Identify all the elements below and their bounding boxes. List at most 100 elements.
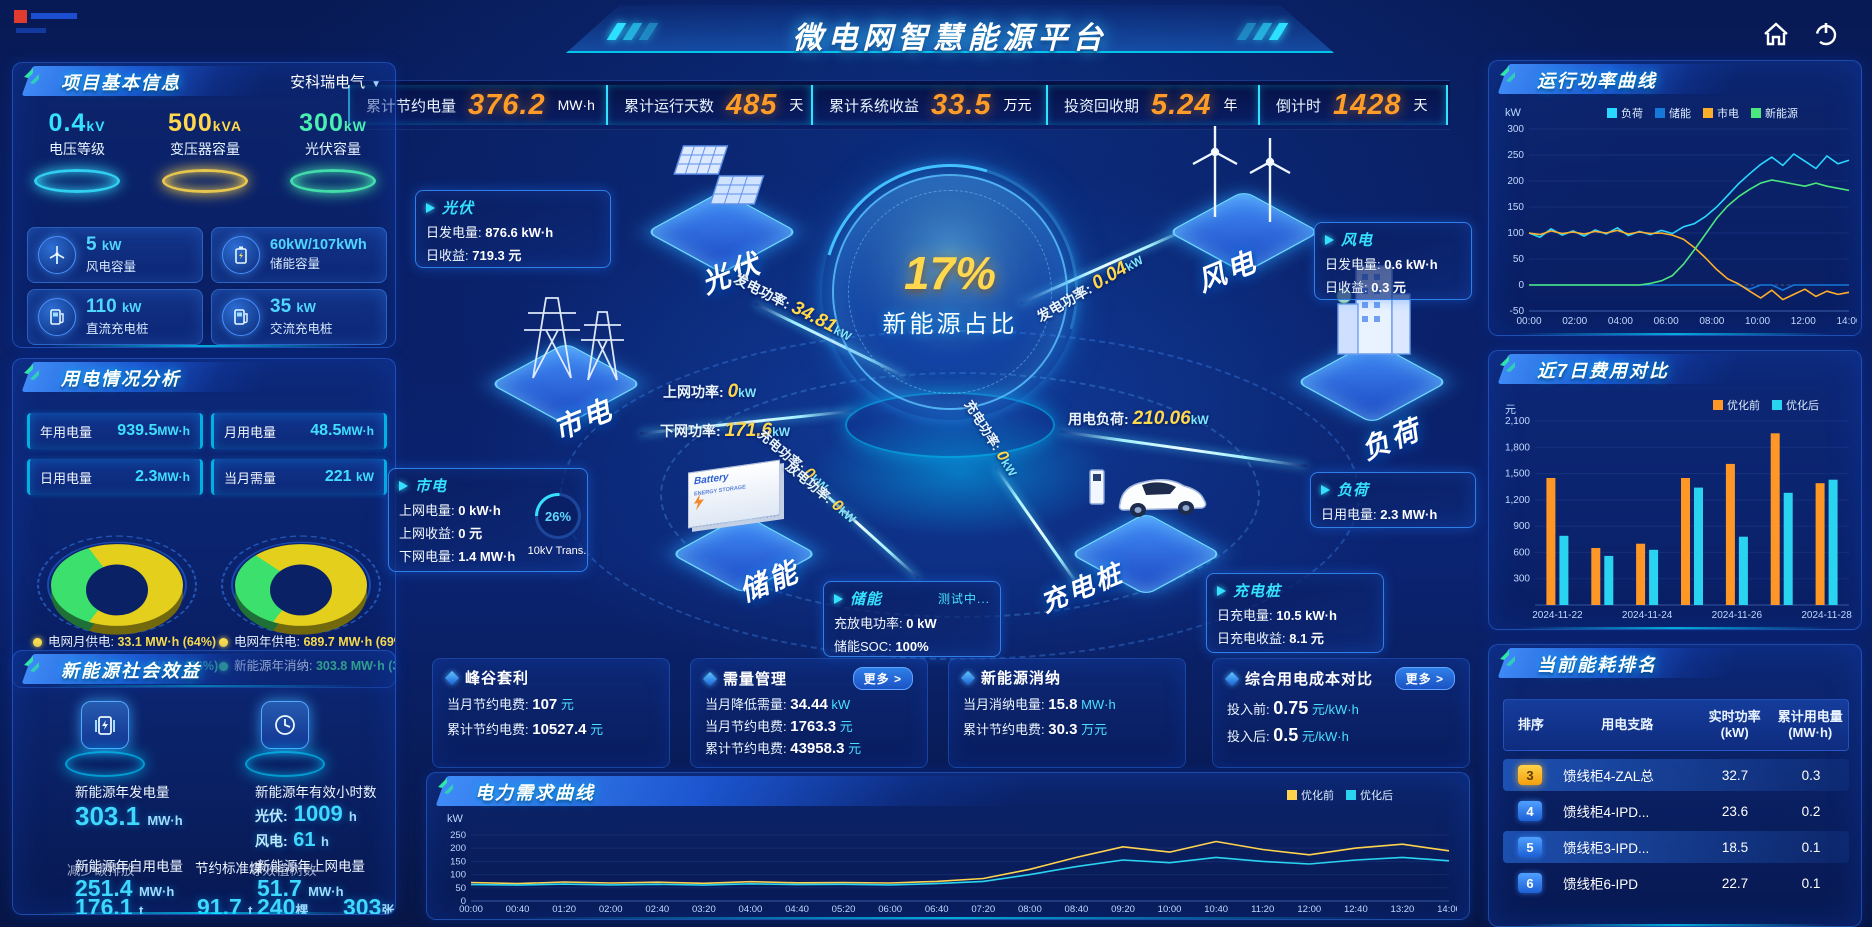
label: 投入后: [1227,729,1270,744]
svg-text:2024-11-24: 2024-11-24 [1622,610,1673,621]
kpi-run-days: 累计运行天数 485 天 [606,85,811,125]
svg-text:04:00: 04:00 [1608,316,1633,327]
benefit-grid-value: 51.7 MW·h [257,875,344,902]
summary-row: 累计节约电费: 10527.4 元 [447,719,655,738]
row-power: 32.7 [1721,767,1749,783]
table-header: 排序 用电支路 实时功率 (kW) 累计用电量 (MW·h) [1503,699,1849,751]
summary-title-row: 综合用电成本对比 更多 > [1224,667,1455,690]
stat-storage-capacity: 60kW/107kWh 储能容量 [211,227,387,283]
flow-load-power: 用电负荷: 210.06kW [1068,408,1209,430]
panel-title: 用电情况分析 [61,369,181,389]
diamond-icon [960,670,976,685]
row-energy: 0.1 [1801,839,1821,855]
legend-label: 新能源 [1765,108,1798,120]
flow-grid-import: 下网功率: 171.6kW [660,420,790,442]
svg-text:-50: -50 [1510,306,1525,317]
page-title: 微电网智慧能源平台 [792,22,1108,55]
usage-value: 939.5 [117,422,158,439]
donut-hole [86,564,148,616]
value: 0.3 元 [1371,280,1406,295]
summary-title-row: 需量管理 更多 > [702,667,913,690]
more-button[interactable]: 更多 > [1394,667,1455,690]
legend-value: 689.7 MW·h (69%) [303,635,395,649]
kpi-value: 5.24 [1151,88,1212,121]
unit: t [138,903,144,915]
power-button[interactable] [1806,16,1846,52]
stat-unit: kW [296,300,316,316]
stat-label: 直流充电桩 [86,321,149,336]
unit: 元 [560,697,574,712]
svg-text:14:00: 14:00 [1836,316,1857,327]
home-button[interactable] [1756,16,1796,52]
rank-badge: 6 [1518,873,1542,893]
table-row[interactable]: 5 馈线柜3-IPD... 18.5 0.1 [1503,831,1849,863]
stat-label: 储能容量 [270,257,321,272]
value: 251.4 [75,875,133,901]
panel-corner-icon [24,68,39,84]
label: 累计节约电费: [963,722,1045,737]
cost-compare-chart: 2,100 1,800 1,500 1,200 900 600 300 2024-11-22 2… [1505,416,1852,621]
company-name: 安科瑞电气 [290,74,366,91]
donut-month-chart [37,535,197,635]
status-badge: 测试中... [937,592,990,606]
usage-value: 2.3 [135,468,158,485]
label: 风电: [255,833,288,849]
table-row[interactable]: 4 馈线柜4-IPD... 23.6 0.2 [1503,795,1849,827]
legend-swatch [1713,400,1723,410]
rank-badge: 5 [1518,837,1542,857]
label: 上网电量: [399,503,455,518]
corner-deco [14,10,104,40]
svg-text:06:40: 06:40 [925,904,949,915]
value: 15.8 [1048,696,1078,713]
benefit-co2-label: 减少碳排放 [67,863,135,878]
title-banner [566,5,1334,53]
more-button[interactable]: 更多 > [852,667,913,690]
panel-header: 当前能耗排名 [1489,645,1861,681]
table-row[interactable]: 3 馈线柜4-ZAL总 32.7 0.3 [1503,759,1849,791]
value: 34.44 [790,696,828,713]
card-grid: 市电 上网电量: 0 kW·h 上网收益: 0 元 下网电量: 1.4 MW·h… [388,468,588,572]
panel-title: 运行功率曲线 [1537,71,1657,91]
panel-renewable-benefits: 新能源社会效益 新能源年发电量 303.1 MW·h 新能源年有效小时数 光伏:… [12,650,396,915]
legend-swatch [1346,790,1356,800]
unit: 张 [381,903,395,915]
summary-renewable-consumption: 新能源消纳 当月消纳电量: 15.8 MW·h 累计节约电费: 30.3 万元 [948,658,1186,768]
stat-value: 35 [270,296,292,318]
svg-text:200: 200 [1507,176,1524,187]
svg-text:150: 150 [1507,202,1524,213]
svg-text:100: 100 [1507,228,1524,239]
label: 日发电量: [426,225,482,240]
label: 当月消纳电量: [963,697,1045,712]
legend-item: 优化前 [1287,787,1334,803]
card-pv: 光伏 日发电量: 876.6 kW·h 日收益: 719.3 元 [415,190,611,268]
card-title-row: 储能 测试中... [834,588,990,609]
summary-title: 新能源消纳 [981,670,1062,687]
usage-label: 日用电量 [40,470,93,486]
panel-header: 运行功率曲线 [1489,61,1861,97]
flow-label: 用电负荷: [1068,411,1129,427]
card-row: 日用电量: 2.3 MW·h [1321,504,1465,523]
gauge-unit: kW [343,118,367,134]
svg-text:02:00: 02:00 [599,904,623,915]
usage-label: 当月需量 [224,470,277,486]
label: 投入前: [1227,702,1270,717]
kpi-value: 376.2 [468,88,546,121]
unit: 棵 [295,903,309,915]
kpi-label: 累计运行天数 [624,97,715,115]
unit: MW·h [1081,697,1116,712]
value: 0.5 [1273,725,1299,745]
gauge-pv-capacity: 300kW 光伏容量 [290,109,376,193]
svg-text:200: 200 [450,843,466,854]
svg-text:02:00: 02:00 [1562,316,1587,327]
chevron-down-icon: ▼ [371,79,381,90]
company-selector[interactable]: 安科瑞电气 ▼ [290,71,381,92]
legend-grid-year: 电网年供电: 689.7 MW·h (69%) [219,631,395,650]
flow-unit: kW [772,425,791,439]
table-row[interactable]: 6 馈线柜6-IPD 22.7 0.1 [1503,867,1849,899]
label: 当月节约电费: [705,719,787,734]
summary-peak-valley: 峰谷套利 当月节约电费: 107 元 累计节约电费: 10527.4 元 [432,658,670,768]
cost-legend: 优化前 优化后 [1713,397,1819,413]
kpi-label: 倒计时 [1276,97,1322,115]
ac-charger-icon [222,298,260,336]
legend-label: 优化前 [1727,400,1760,412]
